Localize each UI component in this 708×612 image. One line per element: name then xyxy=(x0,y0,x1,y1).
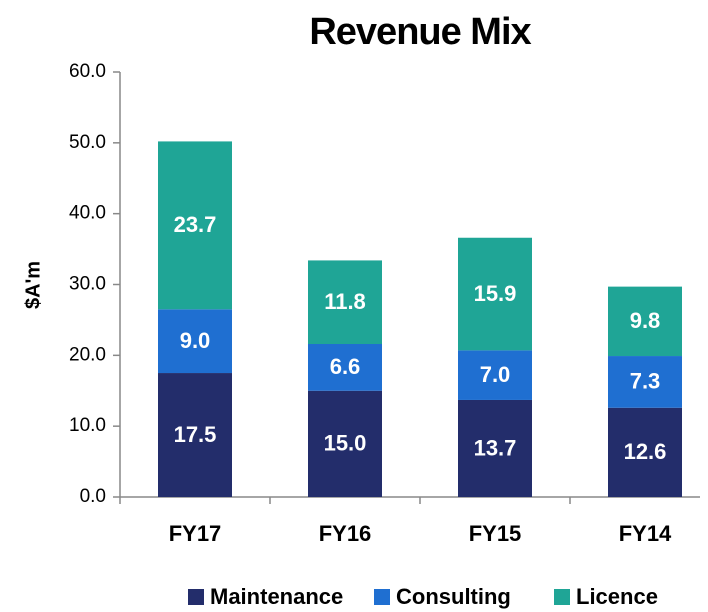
legend-label: Consulting xyxy=(396,584,511,609)
value-label: 9.8 xyxy=(630,308,661,333)
bar-segment xyxy=(458,350,532,400)
bar-segment xyxy=(158,141,232,310)
x-tick-label: FY15 xyxy=(469,521,522,546)
x-tick-label: FY14 xyxy=(619,521,672,546)
bar-segment xyxy=(158,373,232,497)
bar-segment xyxy=(308,344,382,391)
value-label: 15.9 xyxy=(474,281,517,306)
legend-swatch xyxy=(374,589,390,605)
value-label: 17.5 xyxy=(174,422,217,447)
y-tick-label: 10.0 xyxy=(69,415,106,436)
bar-segment xyxy=(308,390,382,497)
bar-segment xyxy=(608,286,682,357)
value-label: 11.8 xyxy=(324,289,366,314)
bar-segment xyxy=(608,356,682,408)
y-axis-label: $A'm xyxy=(22,261,44,309)
legend-label: Maintenance xyxy=(210,584,343,609)
bar-segment xyxy=(458,399,532,497)
value-label: 13.7 xyxy=(474,435,517,460)
x-tick-label: FY16 xyxy=(319,521,372,546)
y-tick-label: 40.0 xyxy=(69,203,106,224)
bar-segment xyxy=(608,407,682,497)
value-label: 7.0 xyxy=(480,362,511,387)
y-tick-label: 30.0 xyxy=(69,274,106,295)
y-tick-label: 20.0 xyxy=(69,344,106,365)
x-tick-label: FY17 xyxy=(169,521,222,546)
legend-swatch xyxy=(554,589,570,605)
legend-swatch xyxy=(188,589,204,605)
value-label: 15.0 xyxy=(324,431,367,456)
value-label: 7.3 xyxy=(630,369,661,394)
value-label: 6.6 xyxy=(330,354,361,379)
bar-segment xyxy=(158,309,232,374)
value-label: 23.7 xyxy=(174,212,217,237)
y-tick-label: 0.0 xyxy=(80,486,106,507)
legend-label: Licence xyxy=(576,584,658,609)
bar-segment xyxy=(458,237,532,351)
value-label: 12.6 xyxy=(624,439,667,464)
value-label: 9.0 xyxy=(180,328,211,353)
y-tick-label: 60.0 xyxy=(69,61,106,82)
bar-segment xyxy=(308,260,382,344)
y-tick-label: 50.0 xyxy=(69,132,106,153)
chart-title: Revenue Mix xyxy=(309,11,531,53)
